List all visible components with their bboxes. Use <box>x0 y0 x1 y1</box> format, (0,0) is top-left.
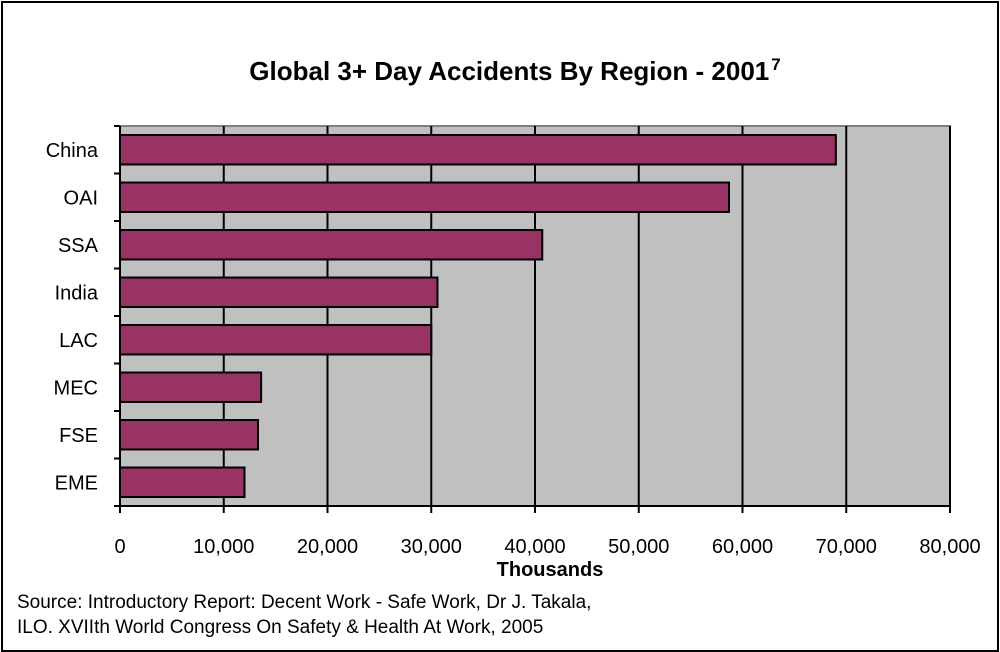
x-tick-label: 80,000 <box>919 536 980 558</box>
axes <box>114 125 951 513</box>
x-tick-label: 50,000 <box>608 536 669 558</box>
category-label-oai: OAI <box>64 187 98 209</box>
x-tick-label: 10,000 <box>193 536 254 558</box>
bar-oai <box>119 181 731 213</box>
x-axis-title: Thousands <box>497 559 604 581</box>
category-label-ssa: SSA <box>58 235 99 257</box>
category-label-china: China <box>46 140 99 162</box>
bar-india <box>119 276 439 308</box>
bar-mec <box>119 371 263 403</box>
x-tick-label: 20,000 <box>297 536 358 558</box>
bar-china <box>119 134 837 166</box>
chart-title: Global 3+ Day Accidents By Region - 2001… <box>249 55 780 86</box>
chart-title-main: Global 3+ Day Accidents By Region - 2001 <box>249 56 769 86</box>
category-label-india: India <box>55 282 99 304</box>
x-tick-labels: 0 10,000 20,000 30,000 40,000 50,000 60,000 70,… <box>114 536 980 558</box>
category-label-fse: FSE <box>59 425 98 447</box>
bar-fse <box>119 419 259 451</box>
category-label-mec: MEC <box>54 377 98 399</box>
chart-title-superscript: 7 <box>771 55 780 74</box>
x-tick-label: 30,000 <box>401 536 462 558</box>
source-line-2: ILO. XVIIth World Congress On Safety & H… <box>17 617 544 638</box>
x-tick-label: 60,000 <box>712 536 773 558</box>
x-tick-label: 40,000 <box>504 536 565 558</box>
source-line-1: Source: Introductory Report: Decent Work… <box>17 592 592 613</box>
category-label-eme: EME <box>55 472 98 494</box>
bars <box>119 134 837 498</box>
x-tick-label: 70,000 <box>816 536 877 558</box>
bar-eme <box>119 466 246 498</box>
category-labels: China OAI SSA India LAC MEC FSE EME <box>46 140 99 495</box>
x-tick-label: 0 <box>114 536 125 558</box>
bar-lac <box>119 324 433 356</box>
category-label-lac: LAC <box>59 330 98 352</box>
bar-ssa <box>119 229 544 261</box>
